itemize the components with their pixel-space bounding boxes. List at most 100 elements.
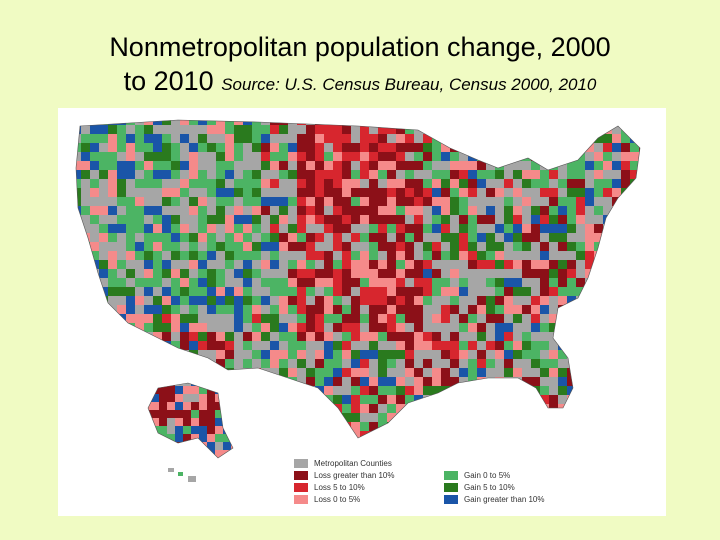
county-cell: [207, 410, 216, 419]
county-cell: [198, 143, 208, 153]
county-cell: [576, 395, 586, 405]
county-cell: [558, 215, 568, 225]
county-cell: [243, 170, 253, 180]
county-cell: [468, 368, 478, 378]
county-cell: [540, 422, 550, 432]
county-cell: [432, 188, 442, 198]
county-cell: [414, 359, 424, 369]
county-cell: [351, 120, 361, 126]
county-cell: [387, 170, 397, 180]
county-cell: [504, 431, 514, 438]
county-cell: [495, 224, 505, 234]
county-cell: [270, 287, 280, 297]
county-cell: [432, 287, 442, 297]
county-cell: [513, 413, 523, 423]
county-cell: [288, 359, 298, 369]
county-cell: [126, 341, 136, 351]
county-cell: [333, 350, 343, 360]
county-cell: [486, 260, 496, 270]
county-cell: [477, 323, 487, 333]
county-cell: [405, 134, 415, 144]
county-cell: [126, 179, 136, 189]
county-cell: [148, 434, 152, 443]
county-cell: [594, 125, 604, 135]
county-cell: [576, 359, 586, 369]
county-cell: [183, 450, 192, 458]
county-cell: [252, 206, 262, 216]
county-cell: [306, 422, 316, 432]
county-cell: [243, 323, 253, 333]
county-cell: [621, 251, 631, 261]
county-cell: [252, 152, 262, 162]
county-cell: [522, 120, 532, 126]
county-cell: [135, 206, 145, 216]
county-cell: [351, 332, 361, 342]
county-cell: [216, 269, 226, 279]
county-cell: [225, 179, 235, 189]
county-cell: [540, 314, 550, 324]
county-cell: [99, 350, 109, 360]
county-cell: [231, 402, 233, 411]
county-cell: [243, 197, 253, 207]
county-cell: [175, 418, 184, 427]
county-cell: [441, 350, 451, 360]
county-cell: [459, 278, 469, 288]
county-cell: [351, 134, 361, 144]
county-cell: [135, 395, 145, 405]
county-cell: [198, 120, 208, 126]
county-cell: [261, 350, 271, 360]
county-cell: [495, 120, 505, 126]
county-cell: [180, 359, 190, 369]
county-cell: [567, 296, 577, 306]
county-cell: [76, 188, 82, 198]
county-cell: [342, 296, 352, 306]
county-cell: [486, 161, 496, 171]
county-cell: [360, 278, 370, 288]
county-cell: [432, 350, 442, 360]
county-cell: [234, 413, 244, 423]
county-cell: [477, 305, 487, 315]
county-cell: [513, 296, 523, 306]
county-cell: [162, 296, 172, 306]
county-cell: [459, 134, 469, 144]
county-cell: [603, 224, 613, 234]
county-cell: [297, 341, 307, 351]
county-cell: [477, 206, 487, 216]
county-cell: [108, 368, 118, 378]
county-cell: [360, 134, 370, 144]
county-cell: [504, 120, 514, 126]
county-cell: [522, 152, 532, 162]
county-cell: [199, 418, 208, 427]
county-cell: [576, 143, 586, 153]
county-cell: [441, 287, 451, 297]
county-cell: [333, 152, 343, 162]
county-cell: [360, 440, 369, 449]
county-cell: [162, 269, 172, 279]
county-cell: [315, 350, 325, 360]
county-cell: [180, 287, 190, 297]
county-cell: [223, 458, 231, 466]
county-cell: [576, 242, 586, 252]
county-cell: [441, 341, 451, 351]
county-cell: [378, 179, 388, 189]
county-cell: [81, 431, 91, 438]
county-cell: [504, 188, 514, 198]
county-cell: [369, 224, 379, 234]
county-cell: [306, 197, 316, 207]
county-cell: [594, 269, 604, 279]
county-cell: [378, 350, 388, 360]
county-cell: [396, 260, 406, 270]
county-cell: [189, 242, 199, 252]
county-cell: [270, 314, 280, 324]
county-cell: [405, 422, 415, 432]
county-cell: [513, 377, 523, 387]
county-cell: [108, 431, 118, 438]
county-cell: [468, 233, 478, 243]
county-cell: [324, 404, 334, 414]
county-cell: [126, 224, 136, 234]
county-cell: [144, 314, 154, 324]
county-cell: [585, 314, 595, 324]
county-cell: [360, 170, 370, 180]
county-cell: [225, 215, 235, 225]
county-cell: [216, 377, 226, 387]
